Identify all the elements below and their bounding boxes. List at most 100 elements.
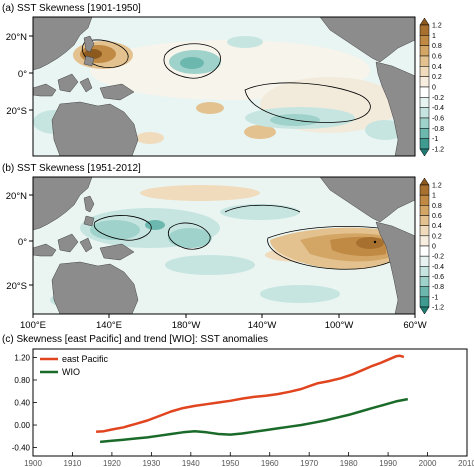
map-a-contour bbox=[244, 82, 371, 123]
map-b-contour bbox=[267, 226, 391, 270]
map-a-contour bbox=[163, 43, 221, 79]
y-tick-label: 0.40 bbox=[14, 399, 30, 408]
colorbar-tick-label: -0.2 bbox=[432, 254, 444, 261]
x-tick-label: 1980 bbox=[340, 459, 358, 467]
lat-tick-label: 20°N bbox=[6, 32, 27, 43]
colorbar-swatch bbox=[419, 255, 430, 267]
colorbar-tick-label: -1.2 bbox=[432, 147, 444, 154]
chart-series bbox=[96, 354, 409, 444]
colorbar-swatch bbox=[419, 97, 430, 108]
colorbar-tick-label: 1.2 bbox=[432, 23, 442, 30]
map-a-land-sulawesi bbox=[79, 77, 93, 93]
lat-tick-label: 20°N bbox=[6, 191, 27, 202]
x-tick-label: 2000 bbox=[419, 459, 437, 467]
colorbar-tick-label: -0.6 bbox=[432, 274, 444, 281]
x-tick-label: 2010 bbox=[458, 459, 474, 467]
chart-frame bbox=[32, 348, 468, 457]
map-a-positive-region bbox=[196, 102, 224, 114]
map-b-land-new-guinea bbox=[99, 243, 135, 261]
colorbar-swatch bbox=[419, 86, 430, 98]
colorbar-tick-label: -0.4 bbox=[432, 264, 444, 271]
colorbar-tick-label: -1 bbox=[432, 136, 438, 143]
lat-tick-label: 20°S bbox=[6, 106, 27, 117]
colorbar-swatch bbox=[419, 296, 430, 308]
x-tick-label: 1920 bbox=[103, 459, 121, 467]
panel-b-title: (b) SST Skewness [1951-2012] bbox=[2, 163, 141, 174]
lon-tick-label: 180°W bbox=[172, 320, 201, 331]
x-tick-label: 1960 bbox=[261, 459, 279, 467]
colorbar-swatch bbox=[419, 45, 430, 57]
map-a-land-asia bbox=[33, 17, 93, 71]
colorbar-a-swatches bbox=[419, 17, 430, 157]
map-a-shading bbox=[33, 17, 415, 156]
map-a-land-north-america bbox=[319, 17, 415, 63]
y-tick-label: 0.00 bbox=[14, 421, 30, 430]
map-b-land-asia bbox=[33, 177, 93, 231]
colorbar-tick-label: 0.8 bbox=[432, 43, 442, 50]
colorbar-tick-label: 1 bbox=[432, 193, 436, 200]
colorbar-swatch bbox=[419, 184, 430, 196]
colorbar-swatch bbox=[419, 286, 430, 298]
colorbar-tick-label: 0.2 bbox=[432, 233, 442, 240]
colorbar-tick-label: -1.2 bbox=[432, 305, 444, 312]
map-a-land-new-guinea bbox=[99, 83, 135, 101]
wio-line bbox=[99, 397, 409, 444]
map-b-negative-region bbox=[165, 255, 255, 275]
colorbar-tick-label: 1 bbox=[432, 33, 436, 40]
lon-tick-label: 100°W bbox=[325, 320, 354, 331]
map-b-land-sumatra bbox=[33, 243, 57, 257]
colorbar-tick-label: 0.4 bbox=[432, 64, 442, 71]
legend-wio-label: WIO bbox=[62, 367, 80, 377]
colorbar-swatch bbox=[419, 66, 430, 77]
colorbar-swatch bbox=[419, 148, 430, 157]
map-b-negative-region bbox=[260, 285, 340, 303]
colorbar-a: 1.2 1 0.8 0.6 0.4 0.2 0 -0.2 -0.4 -0.6 -0.8 -1 -1.2 bbox=[419, 17, 444, 157]
colorbar-tick-label: 0.2 bbox=[432, 74, 442, 81]
colorbar-swatch bbox=[419, 107, 430, 119]
panel-c-title: (c) Skewness [east Pacific] and trend [W… bbox=[2, 334, 268, 345]
map-a-positive-region bbox=[136, 132, 164, 144]
x-tick-label: 1970 bbox=[300, 459, 318, 467]
east-pacific-line bbox=[96, 354, 405, 434]
colorbar-tick-label: -0.8 bbox=[432, 126, 444, 133]
map-b-land-sulawesi bbox=[79, 237, 93, 253]
map-b-shading bbox=[33, 177, 415, 314]
colorbar-tick-label: 0 bbox=[432, 85, 436, 92]
colorbar-swatch bbox=[419, 194, 430, 206]
lon-tick-label: 140°E bbox=[96, 320, 122, 331]
chart-legend: east Pacific WIO bbox=[40, 354, 109, 377]
map-a: 20°N 0° 20°S bbox=[6, 16, 416, 157]
colorbar-tick-label: 1.2 bbox=[432, 183, 442, 190]
lon-tick-label: 100°E bbox=[20, 320, 46, 331]
map-b-land-borneo bbox=[57, 233, 79, 253]
colorbar-swatch bbox=[419, 276, 430, 287]
map-b-land-australia bbox=[51, 261, 139, 314]
y-tick-label: -0.40 bbox=[12, 444, 31, 453]
map-a-contour bbox=[81, 39, 129, 68]
colorbar-swatch bbox=[419, 225, 430, 237]
map-b-land-philippines bbox=[83, 195, 95, 213]
colorbar-tick-label: 0.4 bbox=[432, 223, 442, 230]
colorbar-tick-label: 0.8 bbox=[432, 203, 442, 210]
colorbar-swatch bbox=[419, 205, 430, 216]
colorbar-tick-label: -0.4 bbox=[432, 105, 444, 112]
map-b-positive-region bbox=[356, 237, 384, 249]
y-tick-label: 0.80 bbox=[14, 376, 30, 385]
map-a-positive-region bbox=[244, 125, 276, 139]
map-a-land-philippines bbox=[83, 35, 95, 53]
x-tick-label: 1930 bbox=[142, 459, 160, 467]
map-b-land-island bbox=[83, 215, 95, 227]
lat-tick-label: 0° bbox=[18, 237, 27, 248]
map-b-contour bbox=[93, 215, 152, 241]
colorbar-tick-label: 0.6 bbox=[432, 54, 442, 61]
line-chart: 1900 1910 1920 1930 1940 1950 1960 1970 1980 1990… bbox=[12, 348, 474, 467]
map-b-negative-region bbox=[145, 220, 165, 230]
colorbar-swatch bbox=[419, 17, 430, 26]
colorbar-swatch bbox=[419, 24, 430, 36]
colorbar-b-labels: 1.2 1 0.8 0.6 0.4 0.2 0 -0.2 -0.4 -0.6 -0.8 -1 -1.2 bbox=[432, 183, 444, 312]
colorbar-swatch bbox=[419, 235, 430, 247]
x-tick-label: 1940 bbox=[182, 459, 200, 467]
colorbar-swatch bbox=[419, 215, 430, 226]
colorbar-tick-label: 0.6 bbox=[432, 213, 442, 220]
colorbar-b-swatches bbox=[419, 177, 430, 315]
